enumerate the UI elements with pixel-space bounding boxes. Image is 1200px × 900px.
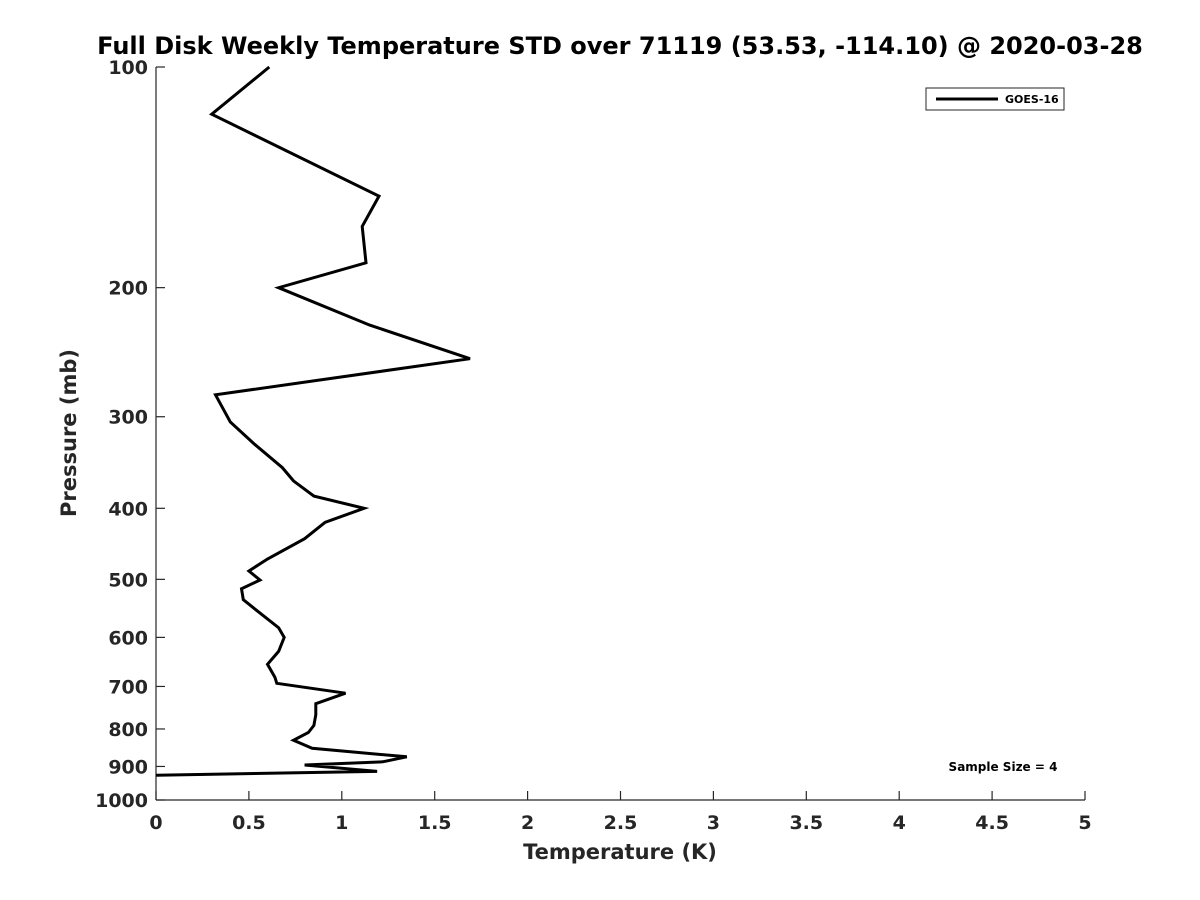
x-tick-label: 2.5 <box>604 812 638 834</box>
y-tick-label: 200 <box>108 278 148 300</box>
x-tick-label: 1.5 <box>418 812 452 834</box>
y-tick-label: 1000 <box>95 790 148 812</box>
y-tick-label: 400 <box>108 498 148 520</box>
x-tick-label: 4.5 <box>975 812 1009 834</box>
x-tick-label: 4 <box>893 812 906 834</box>
y-tick-label: 100 <box>108 57 148 79</box>
legend: GOES-16 <box>925 87 1065 111</box>
series-group <box>155 65 471 777</box>
x-ticks: 0 0.5 1 1.5 2 2.5 3 3.5 4 4.5 5 <box>149 791 1092 834</box>
sample-size-annotation: Sample Size = 4 <box>949 760 1058 774</box>
x-tick-label: 0 <box>149 812 162 834</box>
chart-title: Full Disk Weekly Temperature STD over 71… <box>97 32 1143 60</box>
y-tick-label: 900 <box>108 756 148 778</box>
y-tick-label: 300 <box>108 407 148 429</box>
x-tick-label: 3 <box>707 812 720 834</box>
legend-label: GOES-16 <box>1005 93 1059 106</box>
x-tick-label: 0.5 <box>232 812 266 834</box>
x-tick-label: 3.5 <box>789 812 823 834</box>
y-axis-label: Pressure (mb) <box>57 349 81 517</box>
y-tick-label: 700 <box>108 676 148 698</box>
x-axis-label: Temperature (K) <box>523 840 717 864</box>
y-tick-label: 500 <box>108 569 148 591</box>
y-ticks: 100 200 300 400 500 600 700 800 900 1000 <box>95 57 165 812</box>
series-line-goes-16 <box>155 65 471 777</box>
x-tick-label: 5 <box>1078 812 1091 834</box>
y-tick-label: 600 <box>108 627 148 649</box>
axes <box>155 67 1085 801</box>
x-tick-label: 2 <box>521 812 534 834</box>
y-tick-label: 800 <box>108 719 148 741</box>
x-tick-label: 1 <box>335 812 348 834</box>
